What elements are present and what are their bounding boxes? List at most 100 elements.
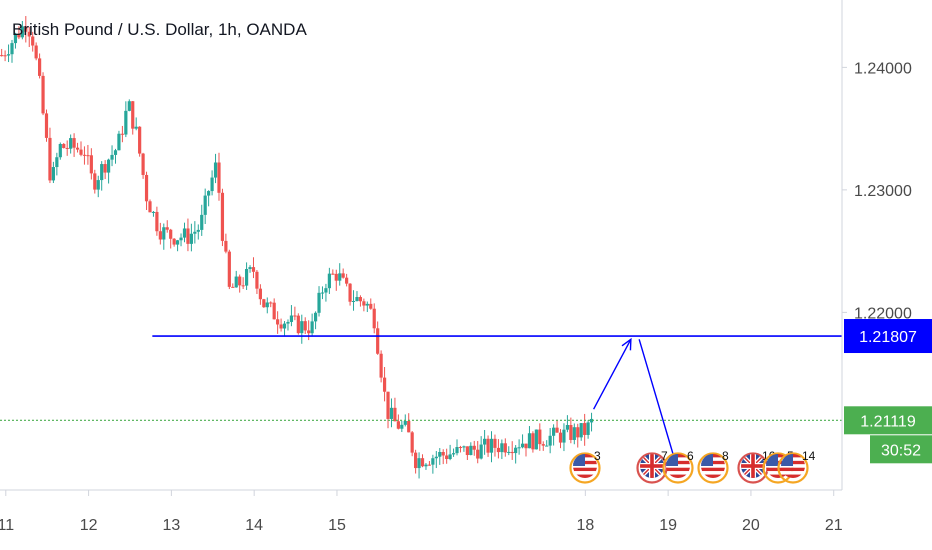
- candle-body: [552, 427, 556, 436]
- projection-down-leg: [638, 339, 678, 466]
- flag-stripe: [781, 474, 805, 478]
- candle-body: [255, 271, 259, 289]
- candle-body: [251, 267, 256, 272]
- candle-body: [207, 191, 211, 196]
- event-ring: [569, 452, 601, 484]
- candle-body: [58, 144, 62, 158]
- x-tick-label: 20: [742, 517, 760, 534]
- candle-body: [324, 288, 328, 293]
- candle-body: [331, 273, 335, 275]
- countdown-bg: [870, 435, 932, 464]
- candle-body: [403, 420, 407, 425]
- candle-body: [189, 233, 193, 244]
- candle-body: [427, 464, 432, 466]
- candle-body: [10, 43, 14, 55]
- countdown-label: 30:52: [881, 442, 921, 459]
- resistance-price-tag: 1.21807: [844, 319, 932, 354]
- candle-body: [72, 138, 76, 148]
- candle-body: [27, 31, 31, 37]
- candle-body: [313, 312, 318, 322]
- flag-canton: [666, 454, 678, 466]
- candle-body: [144, 174, 149, 202]
- candle-body: [100, 164, 104, 181]
- flag-stripe: [781, 471, 805, 475]
- candle-body: [51, 167, 56, 181]
- candle-body: [93, 173, 97, 190]
- candle-body: [396, 421, 400, 429]
- flag-stripe: [701, 474, 725, 478]
- candle-body: [82, 154, 87, 156]
- candle-body: [424, 464, 428, 467]
- y-tick-label: 1.24000: [854, 60, 912, 77]
- candle-body: [345, 277, 349, 284]
- candle-body: [86, 155, 90, 157]
- candle-body: [75, 147, 80, 150]
- candle-body: [20, 26, 24, 38]
- candle-body: [182, 228, 187, 238]
- candle-body: [569, 425, 573, 440]
- projection-arrowhead-up: [621, 337, 632, 351]
- uk-flag-icon: [741, 454, 765, 478]
- y-tick-label: 1.23000: [854, 183, 912, 200]
- flag-stripe: [573, 467, 597, 472]
- candle-body: [327, 273, 331, 289]
- candle-body: [172, 238, 176, 245]
- candle-body: [34, 45, 38, 59]
- candle-body: [479, 444, 483, 459]
- event-marker: 8: [697, 449, 729, 484]
- flag-cross-red: [751, 454, 755, 478]
- candle-body: [538, 429, 542, 445]
- event-count: 8: [722, 449, 729, 463]
- flag-stripe: [781, 467, 805, 472]
- candle-body: [110, 154, 114, 160]
- candle-body: [579, 423, 583, 438]
- candle-body: [438, 451, 442, 457]
- candle-body: [465, 446, 469, 456]
- y-tick-label: 1.22000: [854, 305, 912, 322]
- x-tick-label: 18: [576, 517, 594, 534]
- candle-body: [386, 391, 390, 419]
- candle-body: [534, 429, 538, 450]
- candle-body: [134, 126, 138, 129]
- candle-body: [338, 273, 342, 281]
- candle-body: [558, 432, 563, 443]
- candle-body: [200, 214, 204, 230]
- candle-body: [213, 162, 218, 178]
- candle-body: [69, 138, 73, 149]
- candle-body: [358, 297, 363, 302]
- candle-body: [279, 324, 283, 329]
- candle-body: [451, 453, 456, 455]
- event-count: 7: [661, 449, 668, 463]
- projection-up-leg: [593, 338, 632, 410]
- flag-stripe: [666, 474, 690, 478]
- current-price-tag-label: 1.21119: [860, 413, 916, 430]
- candle-body: [89, 155, 93, 174]
- event-marker: 6: [662, 449, 694, 484]
- x-tick-label: 13: [162, 517, 180, 534]
- candle-body: [6, 54, 11, 56]
- candle-body: [341, 273, 345, 278]
- candle-body: [472, 445, 476, 450]
- candle-body: [531, 433, 535, 450]
- candle-body: [410, 432, 414, 453]
- candle-body: [155, 211, 159, 232]
- candle-body: [576, 427, 580, 438]
- candle-body: [117, 133, 121, 151]
- candle-body: [400, 424, 404, 429]
- flag-canton: [701, 454, 713, 466]
- current-price-tag-bg: [844, 406, 932, 435]
- x-tick-label: 14: [245, 517, 263, 534]
- candle-body: [113, 150, 118, 155]
- flag-stripe: [766, 474, 790, 478]
- candle-body: [31, 36, 35, 46]
- candle-body: [362, 301, 366, 306]
- candle-body: [276, 319, 280, 325]
- flag-stripe: [666, 467, 690, 472]
- uk-flag-icon: [640, 454, 664, 478]
- resistance-price-tag-label: 1.21807: [859, 329, 917, 346]
- candle-body: [417, 458, 421, 469]
- candle-body: [476, 449, 480, 459]
- candle-body: [586, 422, 590, 435]
- x-tick-label: 19: [659, 517, 677, 534]
